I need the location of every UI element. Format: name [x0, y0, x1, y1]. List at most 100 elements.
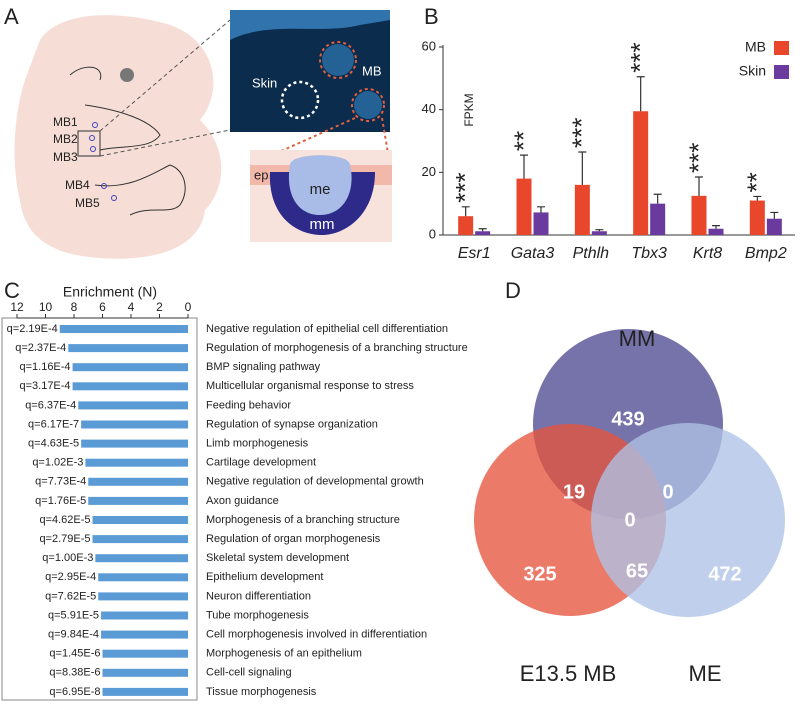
- q-value-label: q=4.62E-5: [39, 514, 90, 526]
- significance-label: ***: [567, 118, 597, 148]
- bar: [92, 516, 188, 524]
- x-tick-label: Pthlh: [573, 245, 610, 262]
- q-value-label: q=5.91E-5: [48, 609, 99, 621]
- error-bar: [753, 195, 762, 201]
- significance-label: ***: [625, 42, 655, 72]
- bar: [92, 535, 188, 544]
- x-tick-label: Esr1: [458, 245, 491, 262]
- error-bar: [520, 154, 528, 179]
- q-value-label: q=6.37E-4: [25, 399, 76, 411]
- schematic-label: ep: [254, 167, 268, 182]
- panel-label: B: [424, 4, 439, 29]
- y-tick-label: 60: [422, 38, 436, 53]
- schematic-label: mm: [310, 216, 335, 233]
- region-count: 19: [563, 481, 585, 503]
- term-label: Regulation of synapse organization: [206, 418, 378, 430]
- y-tick-label: 0: [429, 226, 436, 241]
- term-label: Limb morphogenesis: [206, 438, 309, 450]
- q-value-label: q=2.37E-4: [15, 342, 66, 354]
- bar: [101, 630, 188, 639]
- bar: [88, 496, 188, 505]
- bar: [458, 216, 474, 235]
- legend-label: Skin: [739, 63, 766, 79]
- bar: [95, 554, 188, 563]
- region-count: 439: [611, 408, 644, 430]
- panel-label: A: [4, 4, 19, 29]
- q-value-label: q=2.19E-4: [7, 323, 58, 335]
- bar: [101, 611, 188, 620]
- error-bar: [578, 151, 587, 185]
- q-value-label: q=7.73E-4: [35, 476, 86, 488]
- bar: [766, 218, 782, 235]
- x-tick-label: Krt8: [693, 245, 722, 262]
- embryo-illustration: [14, 10, 392, 259]
- error-bar: [653, 193, 662, 204]
- bar: [650, 203, 666, 235]
- bar: [98, 573, 188, 582]
- bar: [72, 382, 188, 391]
- term-label: Cartilage development: [206, 457, 316, 469]
- term-label: Cell morphogenesis involved in different…: [206, 629, 427, 641]
- region-count: 65: [626, 560, 648, 582]
- set-label: E13.5 MB: [520, 661, 617, 686]
- q-value-label: q=1.02E-3: [32, 457, 83, 469]
- q-value-label: q=1.16E-4: [19, 361, 70, 373]
- error-bar: [461, 206, 470, 217]
- bar: [574, 184, 590, 235]
- bar: [516, 178, 532, 235]
- term-label: Morphogenesis of a branching structure: [206, 514, 400, 526]
- x-tick-label: 0: [185, 300, 192, 314]
- region-count: 0: [662, 481, 673, 503]
- bar: [591, 231, 607, 235]
- x-tick-label: 12: [10, 300, 24, 314]
- embryo-label: MB4: [65, 178, 90, 192]
- bar: [59, 325, 188, 333]
- region-count: 325: [523, 563, 556, 585]
- x-tick-label: 2: [156, 300, 163, 314]
- bar: [102, 649, 188, 658]
- term-label: Tissue morphogenesis: [206, 686, 317, 698]
- q-value-label: q=8.38E-6: [49, 667, 100, 679]
- term-label: Feeding behavior: [206, 399, 291, 411]
- term-label: Regulation of organ morphogenesis: [206, 533, 381, 545]
- x-tick-label: 6: [99, 300, 106, 314]
- q-value-label: q=7.62E-5: [45, 590, 96, 602]
- bar: [708, 228, 724, 235]
- schematic-label: me: [310, 181, 331, 198]
- error-bar: [695, 176, 703, 196]
- term-label: Epithelium development: [206, 571, 323, 583]
- term-label: BMP signaling pathway: [206, 361, 321, 373]
- panel-label: C: [4, 278, 20, 303]
- set-label: MM: [619, 326, 656, 351]
- y-axis-label: FPKM: [462, 93, 476, 126]
- bar: [85, 458, 188, 467]
- q-value-label: q=6.17E-7: [28, 418, 79, 430]
- bar: [72, 363, 188, 372]
- y-tick-label: 20: [422, 164, 436, 179]
- x-tick-label: 10: [39, 300, 53, 314]
- error-bar: [712, 225, 720, 229]
- micrograph-label: MB: [362, 63, 382, 78]
- error-bar: [636, 76, 645, 112]
- q-value-label: q=2.79E-5: [39, 533, 90, 545]
- bar: [102, 687, 188, 696]
- bar: [475, 231, 491, 235]
- x-tick-label: 4: [128, 300, 135, 314]
- bar: [81, 420, 188, 429]
- q-value-label: q=1.76E-5: [35, 495, 86, 507]
- x-tick-label: 8: [71, 300, 78, 314]
- q-value-label: q=4.63E-5: [28, 438, 79, 450]
- significance-label: **: [742, 172, 772, 192]
- q-value-label: q=6.95E-8: [49, 686, 100, 698]
- panel-label: D: [505, 278, 521, 303]
- term-label: Negative regulation of developmental gro…: [206, 476, 424, 488]
- region-count: 472: [708, 563, 741, 585]
- set-label: ME: [689, 661, 722, 686]
- bar: [68, 344, 188, 353]
- x-tick-label: Gata3: [511, 245, 555, 262]
- significance-label: ***: [450, 172, 480, 202]
- error-bar: [595, 229, 604, 232]
- y-tick-label: 40: [422, 101, 436, 116]
- legend-swatch: [774, 41, 789, 55]
- term-label: Neuron differentiation: [206, 590, 311, 602]
